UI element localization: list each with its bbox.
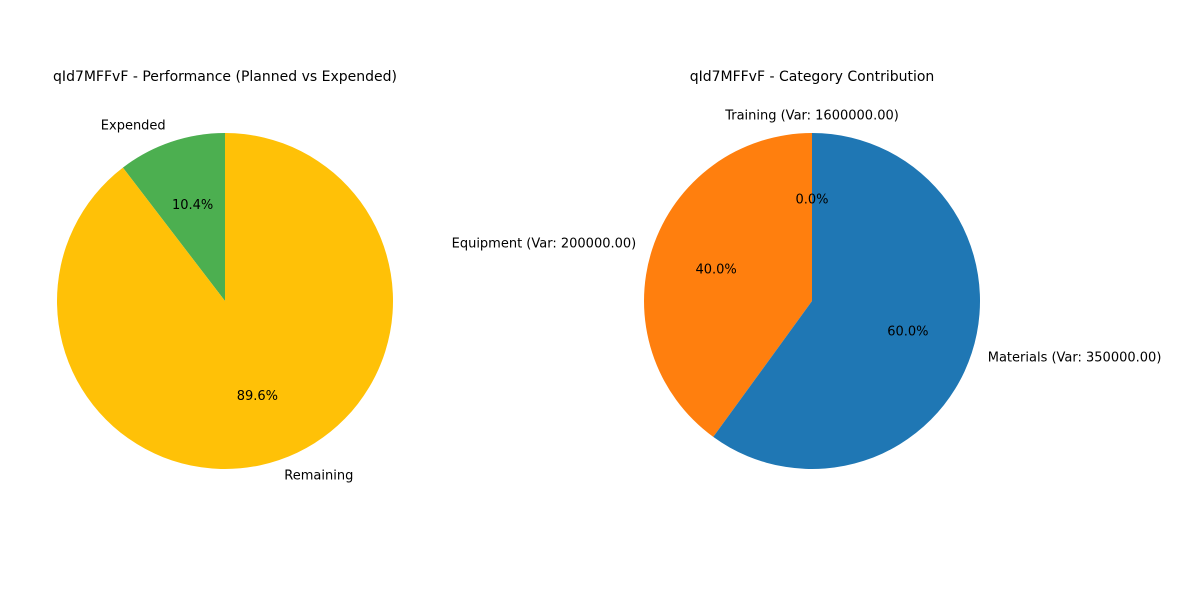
percent-label-equipment: 40.0% (695, 262, 736, 277)
slice-label-expended: Expended (101, 118, 166, 133)
percent-label-materials: 60.0% (887, 325, 928, 340)
slice-label-equipment: Equipment (Var: 200000.00) (452, 236, 637, 251)
pie-chart-category: qId7MFFvF - Category Contribution Traini… (452, 69, 1162, 469)
slice-expended (122, 133, 225, 301)
labels-performance: Expended 10.4% Remaining 89.6% (101, 118, 354, 483)
slice-equipment (644, 133, 812, 437)
slice-remaining (57, 133, 394, 469)
percent-label-expended: 10.4% (172, 198, 213, 213)
slice-label-materials: Materials (Var: 350000.00) (988, 351, 1162, 366)
percent-label-training: 0.0% (795, 193, 828, 208)
percent-label-remaining: 89.6% (237, 389, 278, 404)
pie-chart-performance: qId7MFFvF - Performance (Planned vs Expe… (53, 69, 397, 484)
labels-category: Training (Var: 1600000.00) 0.0% Equipment … (452, 109, 1162, 366)
chart-title-category: qId7MFFvF - Category Contribution (690, 69, 935, 85)
chart-title-performance: qId7MFFvF - Performance (Planned vs Expe… (53, 69, 397, 85)
slices-performance (57, 133, 394, 469)
slice-materials (713, 133, 981, 469)
slices-category (644, 133, 981, 469)
slice-label-training: Training (Var: 1600000.00) (724, 109, 899, 124)
slice-label-remaining: Remaining (284, 469, 353, 484)
